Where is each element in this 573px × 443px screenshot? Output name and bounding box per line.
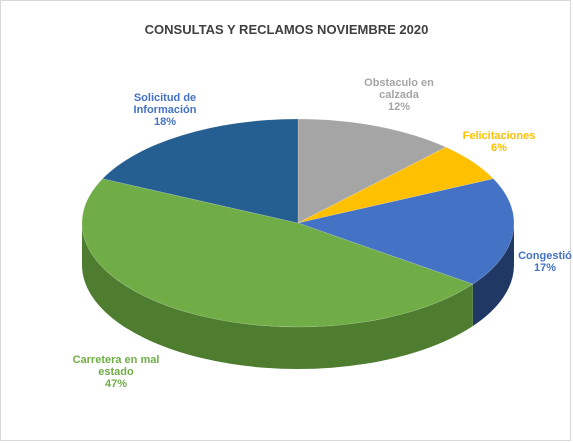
label-percent: 12%	[387, 101, 411, 113]
pie-slice-obstaculo-en-calzada	[297, 118, 447, 224]
label-name-line: calzada	[379, 89, 419, 101]
label-percent: 17%	[533, 262, 557, 274]
label-name-line: estado	[98, 366, 134, 378]
label-solicitud-de-informacion: Solicitud de Información 18%	[105, 92, 225, 128]
chart-title: CONSULTAS Y RECLAMOS NOVIEMBRE 2020	[144, 22, 429, 37]
pie-slice-felicitaciones	[297, 146, 495, 224]
label-name-line: Solicitud de	[133, 92, 197, 104]
label-percent: 18%	[153, 116, 177, 128]
pie-side-congestio	[472, 223, 514, 327]
label-percent: 47%	[104, 378, 128, 390]
label-felicitaciones: Felicitaciones 6%	[445, 130, 553, 154]
label-name-line: Felicitaciones	[462, 130, 536, 142]
label-name-line: Carretera en mal	[72, 354, 160, 366]
label-percent: 6%	[491, 142, 507, 154]
label-name-line: Información	[133, 104, 197, 116]
label-name-line: Obstaculo en	[364, 77, 434, 89]
pie-side-carretera-en-mal-estado	[82, 223, 473, 370]
label-carretera-en-mal-estado: Carretera en mal estado 47%	[50, 354, 182, 390]
pie-slice-carretera-en-mal-estado	[81, 178, 474, 328]
pie-slice-solicitud-de-informacion	[101, 118, 299, 224]
label-obstaculo-en-calzada: Obstaculo en calzada 12%	[340, 77, 458, 113]
label-name-line: Congestió	[518, 250, 572, 262]
pie-slice-congestio	[296, 178, 515, 285]
label-congestio: Congestió 17%	[510, 250, 573, 274]
